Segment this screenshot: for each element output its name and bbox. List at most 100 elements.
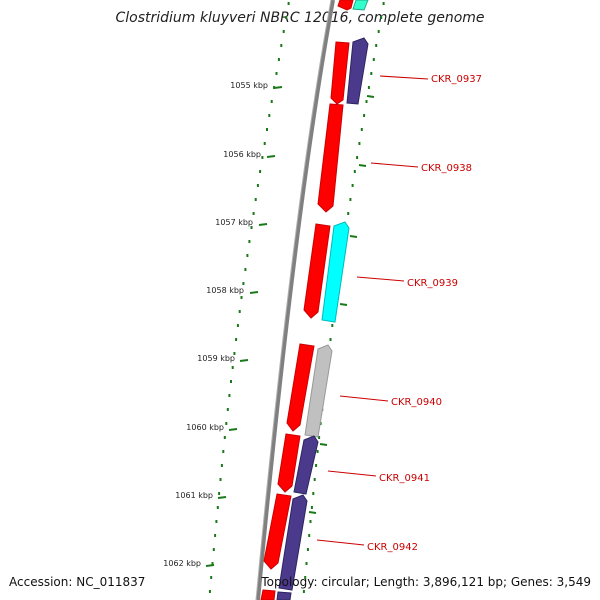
dot <box>313 478 316 481</box>
dot <box>331 324 334 327</box>
gene-label[interactable]: CKR_0938 <box>421 163 472 174</box>
dot <box>277 58 280 61</box>
dot <box>225 422 228 425</box>
scale-tick: 1062 kbp <box>163 559 215 568</box>
gene-label-group[interactable]: CKR_0938 <box>370 162 472 174</box>
dot <box>240 296 243 299</box>
dot <box>244 268 247 271</box>
gene-label-group[interactable]: CKR_0941 <box>327 470 430 484</box>
gene-arrow <box>286 343 315 432</box>
scale-tick-label: 1060 kbp <box>186 423 224 432</box>
gene-label[interactable]: CKR_0939 <box>407 278 458 289</box>
dot <box>230 380 232 383</box>
scale-tick: 1061 kbp <box>175 491 227 500</box>
dot <box>305 562 308 565</box>
dot <box>360 128 363 131</box>
dot <box>377 30 380 33</box>
dot <box>282 30 285 33</box>
dot <box>228 394 231 397</box>
dot <box>306 548 309 551</box>
dot <box>380 16 383 19</box>
dot <box>363 114 366 117</box>
gene-arrow-purple <box>278 494 308 591</box>
dot <box>212 548 215 551</box>
dot <box>315 464 318 467</box>
gene-arrow <box>277 433 301 493</box>
dot <box>259 170 262 173</box>
dot <box>248 240 251 243</box>
dot <box>356 156 359 159</box>
dot <box>226 408 229 411</box>
scale-tick: 1060 kbp <box>186 423 238 432</box>
dot <box>308 534 311 537</box>
reverse-genes <box>276 0 369 600</box>
gene-arrow-purple <box>276 591 292 600</box>
dot <box>235 338 238 341</box>
dot <box>353 170 356 173</box>
gene-label[interactable]: CKR_0937 <box>431 74 482 85</box>
scale-tick: 1056 kbp <box>223 150 276 159</box>
scale-tick: 1059 kbp <box>197 354 249 363</box>
dot <box>236 324 239 327</box>
gene-label-group[interactable]: CKR_0939 <box>356 276 458 289</box>
scale-tick-label: 1061 kbp <box>175 491 213 500</box>
gene-label[interactable]: CKR_0942 <box>367 542 418 553</box>
dot <box>275 72 278 75</box>
dot <box>285 16 288 19</box>
gene-label-group[interactable]: CKR_0940 <box>339 395 442 408</box>
dot <box>370 72 373 75</box>
dot <box>219 478 222 481</box>
dot <box>372 58 375 61</box>
dot <box>367 86 370 89</box>
gene-label-group[interactable]: CKR_0942 <box>316 539 418 553</box>
dot <box>358 142 361 145</box>
dot <box>287 2 290 5</box>
dot <box>280 44 283 47</box>
gene-arrow-gray <box>304 344 333 438</box>
dot <box>270 100 273 103</box>
dot <box>254 198 257 201</box>
dot <box>216 506 219 509</box>
scale-tick-label: 1057 kbp <box>215 218 253 227</box>
dot <box>312 492 315 495</box>
gene-label[interactable]: CKR_0941 <box>379 473 430 484</box>
dot <box>210 576 213 579</box>
scale-tick-label: 1058 kbp <box>206 286 244 295</box>
dot <box>233 352 236 355</box>
gene-label[interactable]: CKR_0940 <box>391 397 442 408</box>
genome-backbone <box>256 0 335 600</box>
dot <box>252 212 255 215</box>
forward-genes <box>260 0 354 600</box>
dot <box>310 506 313 509</box>
dot <box>223 436 226 439</box>
gene-arrow <box>260 589 276 600</box>
accession-text: Accession: NC_011837 <box>9 575 146 589</box>
dot <box>208 590 211 593</box>
dot <box>218 492 221 495</box>
dot <box>316 450 319 453</box>
gene-arrow <box>337 0 354 11</box>
gene-arrow <box>303 223 331 319</box>
dot <box>382 2 385 5</box>
dot <box>347 212 350 215</box>
scale-tick: 1057 kbp <box>215 218 268 227</box>
gene-label-group[interactable]: CKR_0937 <box>379 74 482 85</box>
dot <box>220 464 223 467</box>
dot <box>349 198 352 201</box>
dot <box>351 184 354 187</box>
dot <box>302 590 305 593</box>
dot <box>375 44 378 47</box>
scale-tick: 1055 kbp <box>230 81 283 90</box>
dot <box>304 576 307 579</box>
genome-summary-text: Topology: circular; Length: 3,896,121 bp… <box>261 575 591 589</box>
dot <box>309 520 312 523</box>
dot <box>365 100 368 103</box>
dot <box>211 562 214 565</box>
genome-backbone-highlight <box>255 0 332 600</box>
gene-arrow-teal <box>352 0 369 11</box>
dot <box>268 114 271 117</box>
scale-tick-label: 1055 kbp <box>230 81 268 90</box>
gene-arrow <box>317 103 344 213</box>
dot <box>215 520 218 523</box>
